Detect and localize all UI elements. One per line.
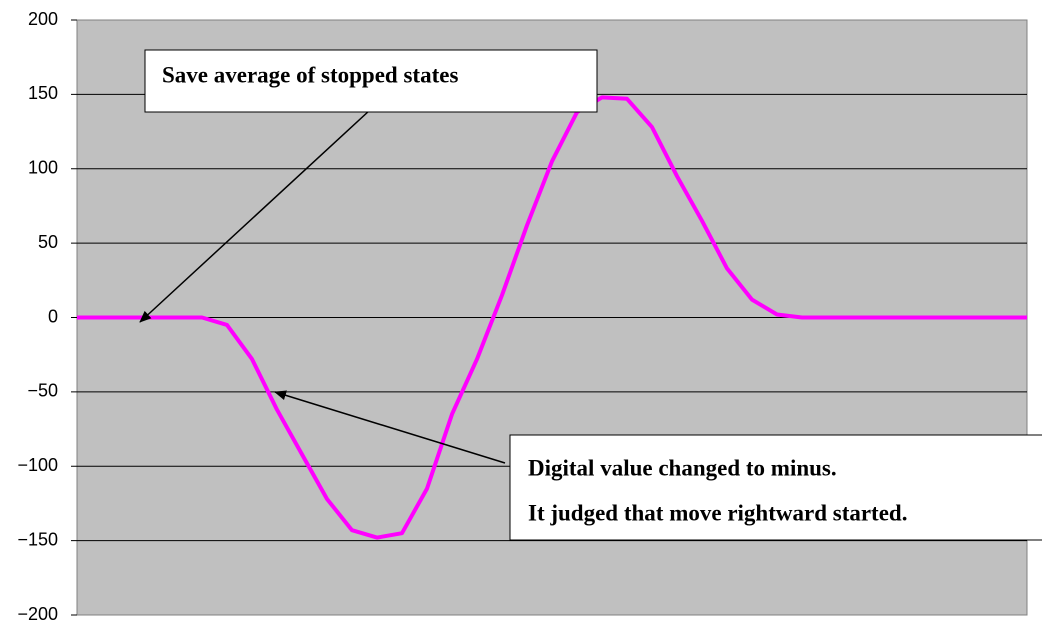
- annotation-box: [509, 434, 1042, 541]
- y-tick-label: 200: [28, 9, 58, 29]
- arrow: [274, 390, 506, 464]
- annotation: Save average of stopped states: [162, 62, 458, 87]
- y-tick-label: 50: [38, 232, 58, 252]
- y-tick-label: 100: [28, 158, 58, 178]
- annotation: Digital value changed to minus.: [528, 455, 837, 480]
- line-series: [77, 95, 1027, 540]
- y-tick-label: 150: [28, 83, 58, 103]
- y-tick-label: −100: [17, 455, 58, 475]
- arrow: [139, 109, 371, 323]
- y-tick-label: −150: [17, 529, 58, 549]
- annotation: It judged that move rightward started.: [528, 500, 907, 525]
- y-tick-label: −50: [27, 381, 58, 401]
- y-tick-label: −200: [17, 604, 58, 624]
- annotation-box: [144, 49, 598, 113]
- y-tick-label: 0: [48, 306, 58, 326]
